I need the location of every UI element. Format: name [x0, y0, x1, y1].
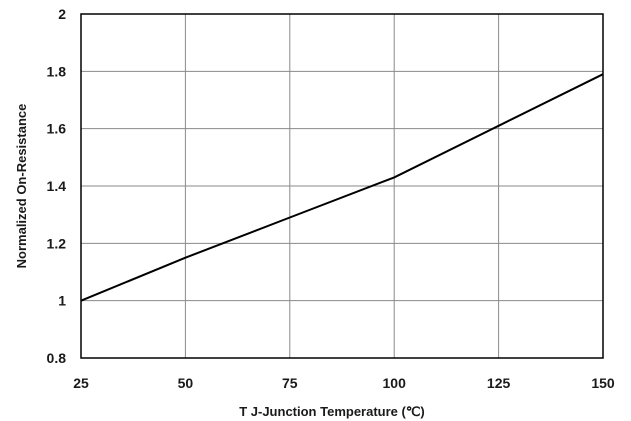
y-axis-label: Normalized On-Resistance — [14, 104, 29, 269]
x-tick-label: 150 — [591, 375, 615, 391]
x-tick-label: 50 — [178, 375, 194, 391]
x-tick-label: 100 — [383, 375, 407, 391]
y-tick-label: 2 — [58, 6, 66, 22]
y-tick-label: 1.2 — [47, 235, 67, 251]
x-tick-label: 25 — [73, 375, 89, 391]
y-tick-label: 1.6 — [47, 121, 67, 137]
x-axis-label: T J-Junction Temperature (℃) — [239, 404, 425, 419]
x-tick-label: 75 — [282, 375, 298, 391]
y-tick-label: 1.8 — [47, 63, 67, 79]
y-tick-label: 1.4 — [47, 178, 67, 194]
x-tick-label: 125 — [487, 375, 511, 391]
y-tick-label: 0.8 — [47, 350, 67, 366]
plot-frame — [80, 13, 604, 359]
y-tick-labels: 0.8 1 1.2 1.4 1.6 1.8 2 — [47, 6, 67, 366]
x-tick-labels: 25 50 75 100 125 150 — [73, 375, 615, 391]
grid-lines — [80, 13, 604, 359]
y-tick-label: 1 — [58, 293, 66, 309]
series-line — [80, 73, 604, 302]
